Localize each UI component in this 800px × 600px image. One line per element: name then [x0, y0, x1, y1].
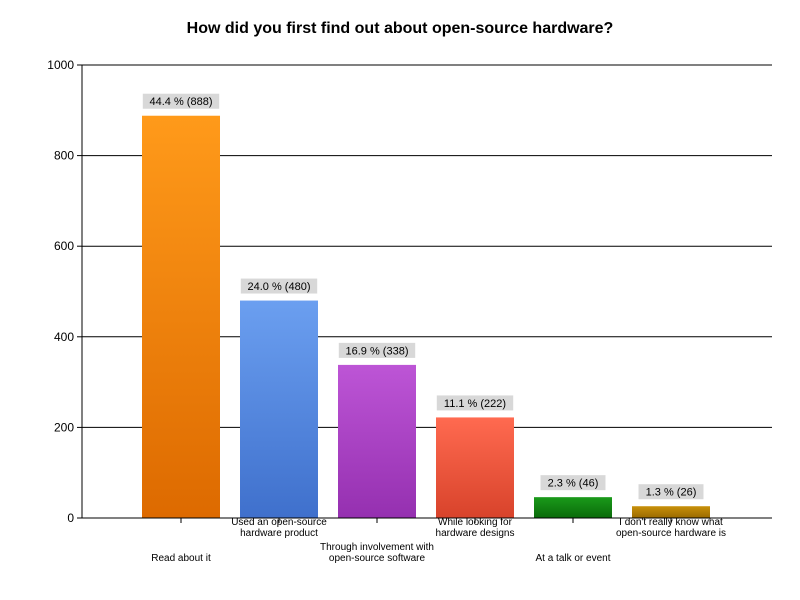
data-label-text: 24.0 % (480): [248, 281, 311, 293]
y-tick-label: 1000: [47, 58, 74, 72]
data-label-text: 1.3 % (26): [646, 487, 697, 499]
x-tick-label: Used an open-source hardware product: [231, 517, 327, 539]
bars: [142, 115, 710, 519]
chart-title: How did you first find out about open-so…: [187, 20, 614, 37]
x-axis-tick-labels: Read about it Used an open-source hardware…: [151, 517, 726, 564]
data-label: 2.3 % (46): [540, 475, 606, 491]
data-label-box: [240, 278, 318, 294]
axes: [81, 65, 772, 523]
data-label-text: 44.4 % (888): [150, 96, 213, 108]
data-label-box: [436, 395, 514, 411]
x-tick-label: While looking for hardware designs: [436, 517, 515, 539]
data-label: 11.1 % (222): [436, 395, 514, 411]
y-axis-tick-labels: 0 200 400 600 800 1000: [47, 58, 82, 525]
data-label: 1.3 % (26): [638, 484, 704, 500]
y-tick-label: 800: [54, 149, 74, 163]
y-tick-label: 600: [54, 239, 74, 253]
data-label-box: [540, 475, 606, 491]
data-label-box: [638, 484, 704, 500]
bar: [240, 300, 318, 518]
x-tick-label: At a talk or event: [535, 553, 610, 564]
data-label-text: 16.9 % (338): [346, 345, 409, 357]
x-tick-label: Through involvement with open-source soft…: [320, 542, 434, 564]
data-label-box: [338, 342, 416, 358]
data-label-box: [142, 93, 220, 109]
data-label: 44.4 % (888): [142, 93, 220, 109]
bar: [338, 364, 416, 518]
bar: [534, 497, 612, 518]
bar: [436, 417, 514, 518]
y-tick-label: 0: [67, 511, 74, 525]
x-tick-label: I don't really know what open-source hard…: [616, 517, 726, 539]
data-labels: 44.4 % (888) 24.0 % (480) 16.9 % (338) 11.1…: [142, 93, 704, 500]
data-label: 16.9 % (338): [338, 342, 416, 358]
data-label: 24.0 % (480): [240, 278, 318, 294]
data-label-text: 2.3 % (46): [548, 478, 599, 490]
data-label-text: 11.1 % (222): [444, 398, 506, 410]
bar: [142, 115, 220, 519]
bar: [632, 506, 710, 518]
x-tick-label: Read about it: [151, 553, 211, 564]
y-tick-label: 400: [54, 330, 74, 344]
y-tick-label: 200: [54, 420, 74, 434]
